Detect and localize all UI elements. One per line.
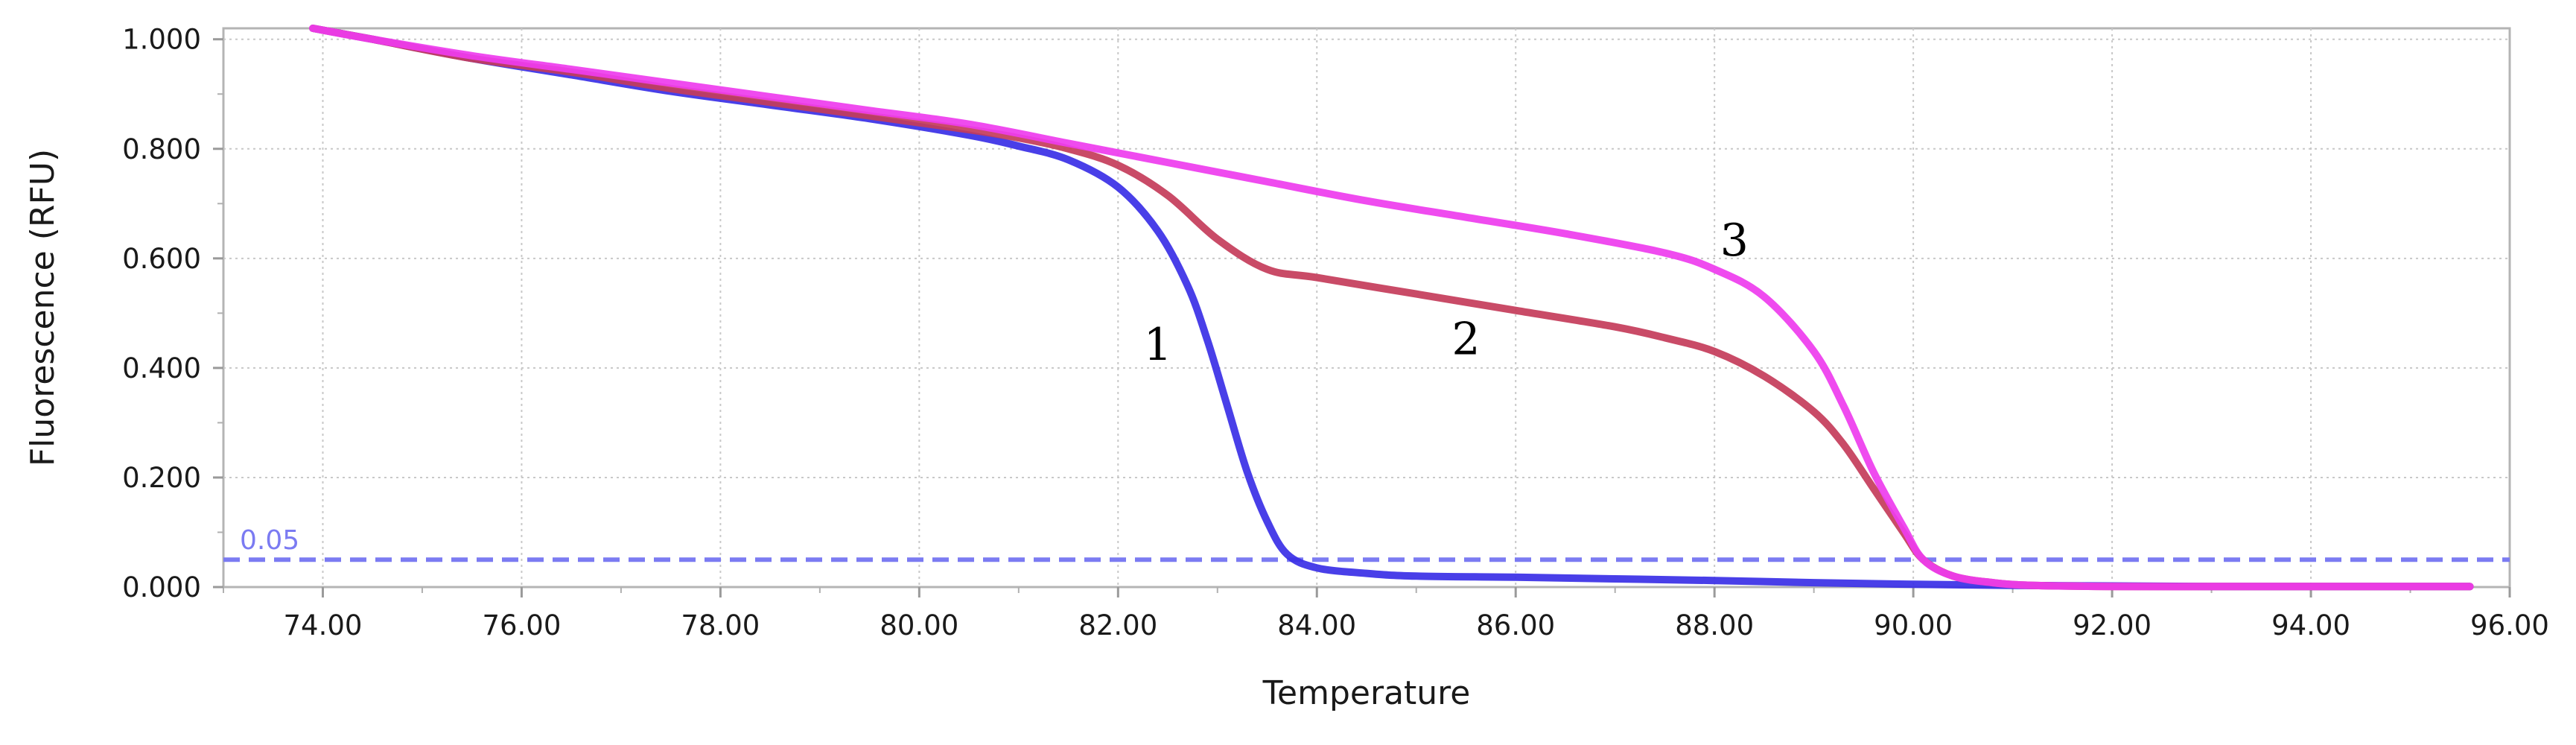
threshold-layer: 0.05 — [223, 525, 2510, 562]
series-label-2: 2 — [1451, 314, 1480, 366]
x-tick-label: 78.00 — [681, 609, 760, 641]
series-label-3: 3 — [1720, 215, 1749, 267]
grid-layer — [223, 28, 2510, 587]
x-tick-label: 94.00 — [2271, 609, 2350, 641]
x-tick-label: 80.00 — [880, 609, 958, 641]
y-tick-label: 0.800 — [122, 133, 201, 165]
y-tick-label: 0.400 — [122, 352, 201, 384]
x-tick-label: 82.00 — [1078, 609, 1157, 641]
x-tick-label: 92.00 — [2073, 609, 2152, 641]
x-tick-label: 90.00 — [1874, 609, 1953, 641]
y-tick-label: 0.000 — [122, 571, 201, 603]
y-axis-title: Fluorescence (RFU) — [24, 149, 62, 466]
series-label-1: 1 — [1144, 319, 1172, 371]
x-tick-label: 76.00 — [482, 609, 561, 641]
x-tick-label: 88.00 — [1675, 609, 1754, 641]
series-line-3 — [309, 25, 2474, 591]
axis-layer: 74.00 76.00 78.00 80.00 82.00 84.00 86.00 88.00… — [122, 24, 2549, 641]
x-tick-label: 84.00 — [1277, 609, 1356, 641]
y-tick-label: 1.000 — [122, 24, 201, 56]
y-tick-label: 0.600 — [122, 243, 201, 275]
plot-area — [222, 27, 2511, 589]
threshold-label: 0.05 — [240, 525, 299, 556]
label-layer: 1 2 3 — [1144, 215, 1749, 371]
series-layer — [309, 25, 2474, 591]
x-tick-label: 96.00 — [2470, 609, 2549, 641]
x-tick-label: 86.00 — [1476, 609, 1555, 641]
x-axis-title: Temperature — [1262, 674, 1471, 712]
y-tick-label: 0.200 — [122, 462, 201, 494]
x-tick-label: 74.00 — [284, 609, 363, 641]
